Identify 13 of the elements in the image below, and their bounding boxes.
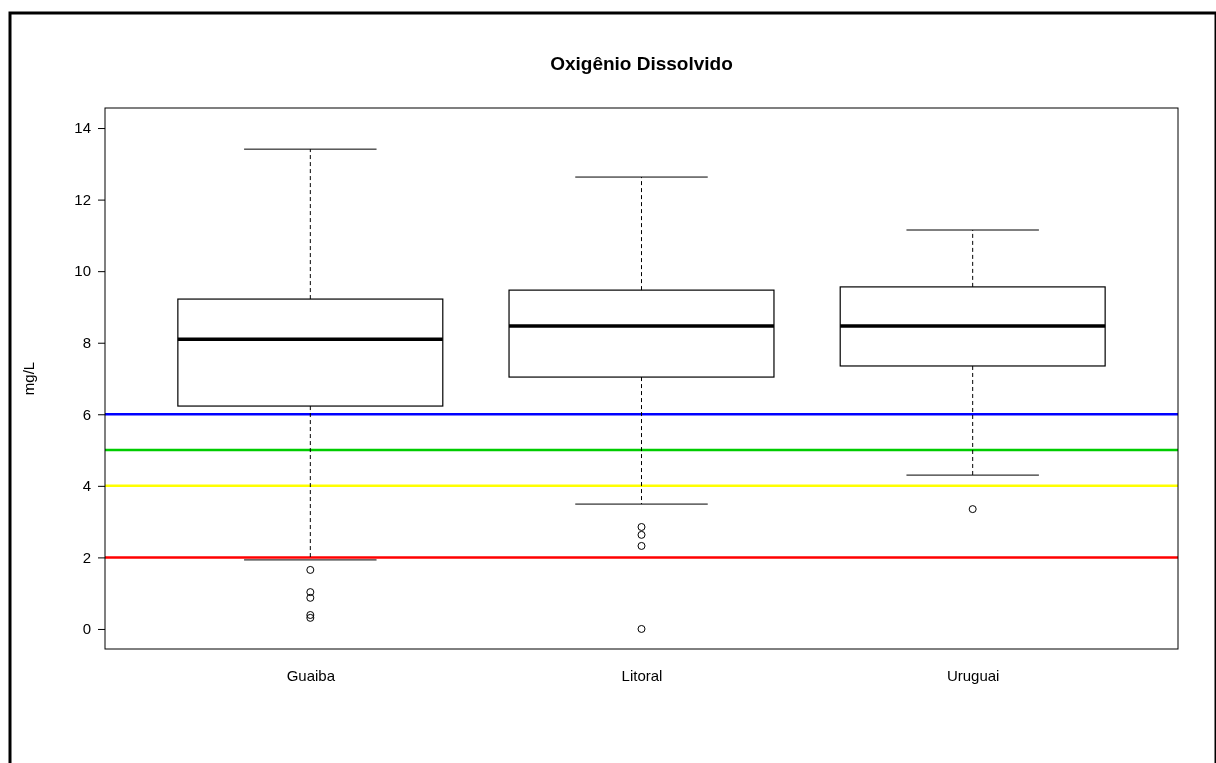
chart-title: Oxigênio Dissolvido xyxy=(550,53,733,74)
x-tick-label: Uruguai xyxy=(946,666,1000,684)
y-tick-label: 6 xyxy=(82,405,91,423)
y-tick-label: 4 xyxy=(82,477,91,495)
y-tick-label: 14 xyxy=(74,119,91,137)
y-tick-label: 0 xyxy=(82,620,91,638)
y-tick-label: 10 xyxy=(74,262,91,280)
x-tick-label: Litoral xyxy=(621,666,663,684)
y-axis-title: mg/L xyxy=(20,361,37,396)
y-tick-label: 12 xyxy=(74,190,91,208)
y-tick-label: 2 xyxy=(82,548,91,566)
y-tick-label: 8 xyxy=(82,334,91,352)
x-tick-label: Guaiba xyxy=(286,666,336,684)
